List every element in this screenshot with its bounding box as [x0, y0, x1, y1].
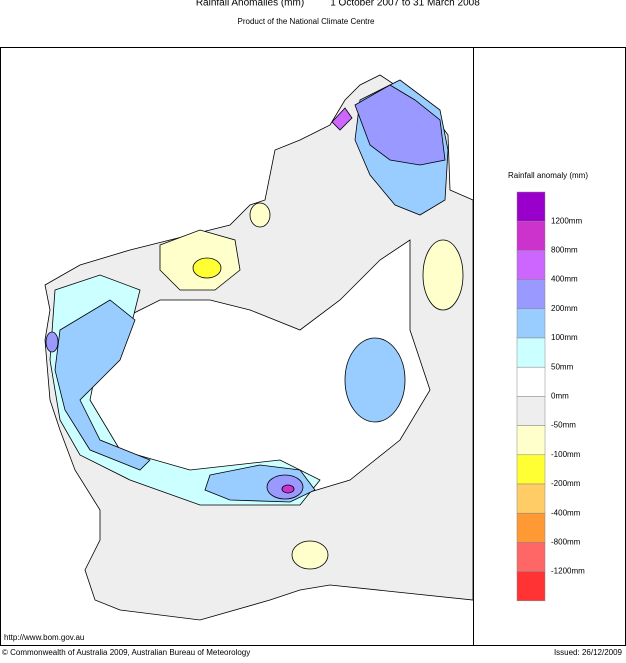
- legend-label: 200mm: [551, 304, 578, 313]
- legend-swatch: [516, 337, 546, 368]
- legend-label: -100mm: [551, 450, 581, 459]
- legend-label: 1200mm: [551, 216, 582, 225]
- legend-swatch: [516, 308, 546, 339]
- legend-swatch: [516, 571, 546, 602]
- map: [44, 74, 474, 621]
- legend-label: -50mm: [551, 421, 576, 430]
- footer-copyright: © Commonwealth of Australia 2009, Austra…: [2, 648, 250, 657]
- legend-swatch: [516, 366, 546, 397]
- period: 1 October 2007 to 31 March 2008: [330, 0, 480, 9]
- legend-label: 400mm: [551, 275, 578, 284]
- legend-swatch: [516, 220, 546, 251]
- zone-desert-blue: [344, 337, 406, 423]
- legend-swatch: [516, 483, 546, 514]
- zone-blue: [54, 299, 151, 471]
- zone-south-yellow: [291, 540, 329, 570]
- legend-swatch: [516, 454, 546, 485]
- footer-url: http://www.bom.gov.au: [4, 633, 84, 642]
- legend-label: -200mm: [551, 479, 581, 488]
- zone-yellow-small: [249, 202, 271, 228]
- legend: 1200mm 800mm 400mm 200mm 100mm 50mm 0mm -50mm -1…: [516, 191, 585, 602]
- zone-kimberley: [331, 107, 353, 131]
- zone-yellow: [192, 257, 222, 279]
- legend-swatch: [516, 250, 546, 280]
- legend-swatch: [516, 512, 546, 543]
- legend-swatch: [516, 396, 546, 426]
- zone-coast-violet: [45, 331, 59, 353]
- legend-swatch: [516, 191, 546, 222]
- legend-label: 100mm: [551, 333, 578, 342]
- legend-swatch: [516, 279, 546, 310]
- footer-issued: Issued: 26/12/2009: [554, 648, 623, 657]
- legend-label: -1200mm: [551, 567, 585, 576]
- title: Rainfall Anomalies (mm): [196, 0, 304, 9]
- legend-swatch: [516, 425, 546, 456]
- zone-north-violet: [354, 84, 446, 166]
- zone-magenta: [281, 484, 295, 494]
- legend-label: 0mm: [551, 392, 569, 401]
- legend-label: -800mm: [551, 538, 581, 547]
- legend-swatch: [516, 542, 546, 572]
- legend-title: Rainfall anomaly (mm): [508, 171, 588, 180]
- zone-east-yellow: [422, 239, 464, 311]
- legend-label: -400mm: [551, 508, 581, 517]
- legend-label: 800mm: [551, 246, 578, 255]
- subtitle: Product of the National Climate Centre: [238, 17, 376, 26]
- legend-label: 50mm: [551, 362, 574, 371]
